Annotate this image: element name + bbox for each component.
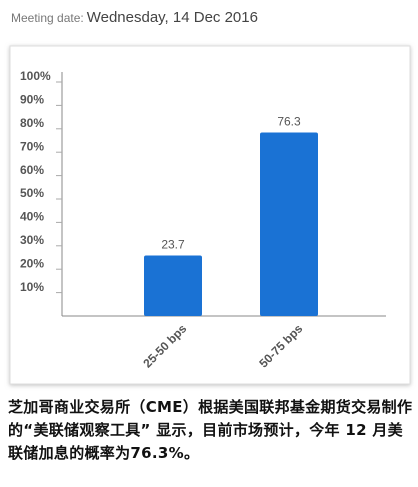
value-label: 76.3: [277, 115, 301, 129]
y-tick-label: 10%: [20, 280, 44, 294]
y-tick-label: 50%: [20, 186, 44, 200]
value-label: 23.7: [161, 238, 185, 252]
y-tick-label: 60%: [20, 163, 44, 177]
meeting-date: Wednesday, 14 Dec 2016: [86, 9, 258, 26]
y-tick-label: 70%: [20, 139, 44, 153]
chart: 10%20%30%40%50%60%70%80%90%100%23.725-50…: [9, 45, 411, 385]
caption: 芝加哥商业交易所（CME）根据美国联邦基金期货交易制作的“美联储观察工具” 显示…: [8, 398, 413, 462]
bar: [260, 132, 318, 316]
y-tick-label: 20%: [20, 256, 44, 270]
y-tick-label: 30%: [20, 233, 44, 247]
y-tick-label: 90%: [20, 93, 44, 107]
y-tick-label: 100%: [20, 69, 51, 83]
y-tick-label: 80%: [20, 116, 44, 130]
y-tick-label: 40%: [20, 210, 44, 224]
meeting-label: Meeting date:: [11, 11, 84, 25]
bar: [144, 255, 202, 316]
header: Meeting date: Wednesday, 14 Dec 2016: [11, 9, 258, 27]
chart-panel: [9, 45, 411, 385]
